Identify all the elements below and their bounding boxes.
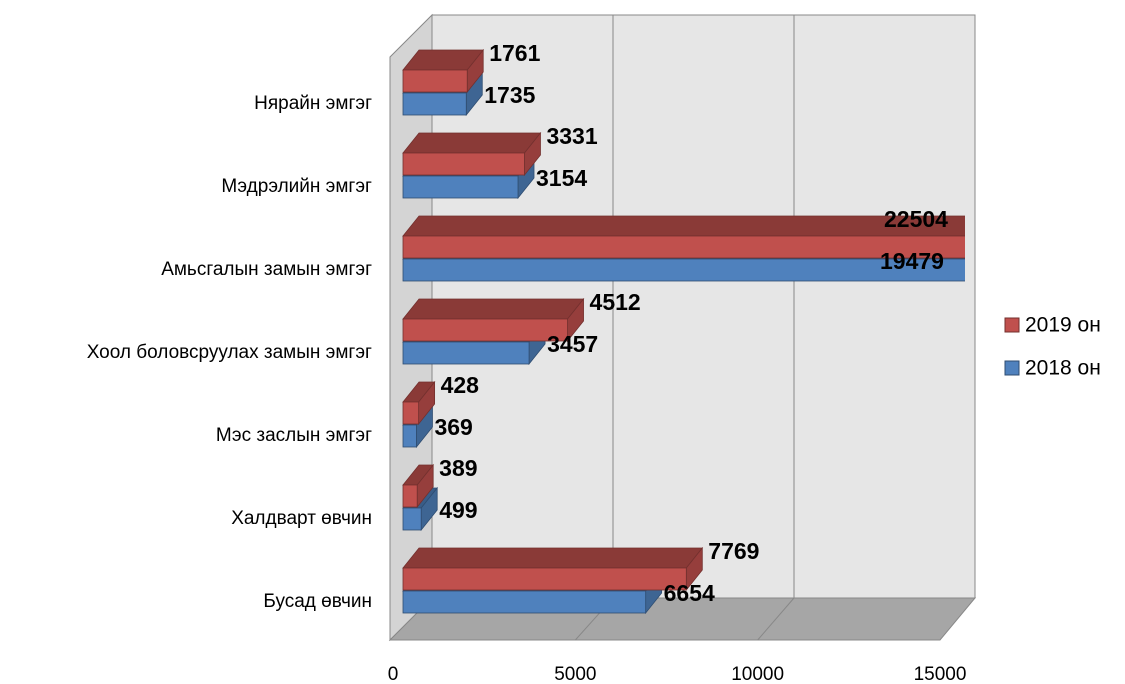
bar bbox=[402, 258, 965, 282]
bar bbox=[402, 401, 420, 425]
category-label: Мэдрэлийн эмгэг bbox=[221, 176, 372, 197]
bar-top bbox=[402, 547, 704, 569]
x-tick-label: 15000 bbox=[914, 664, 967, 684]
bar bbox=[402, 484, 418, 508]
data-label: 7769 bbox=[708, 538, 759, 564]
bar-top bbox=[402, 215, 965, 237]
data-label: 3331 bbox=[546, 123, 597, 149]
legend-label: 2019 он bbox=[1025, 314, 1101, 337]
x-tick-label: 5000 bbox=[554, 664, 596, 684]
bar bbox=[402, 424, 417, 448]
x-tick-label: 10000 bbox=[731, 664, 784, 684]
category-label: Хоол боловсруулах замын эмгэг bbox=[87, 342, 372, 363]
data-label: 428 bbox=[441, 372, 480, 398]
bar bbox=[402, 590, 647, 614]
data-label: 3457 bbox=[547, 331, 598, 357]
data-label: 389 bbox=[439, 455, 477, 481]
bar-top bbox=[402, 298, 585, 320]
grid-line bbox=[757, 597, 795, 641]
bar bbox=[402, 341, 530, 365]
data-label: 1735 bbox=[484, 82, 535, 108]
data-label: 19479 bbox=[880, 248, 944, 274]
bar bbox=[402, 567, 687, 591]
x-tick-label: 0 bbox=[388, 664, 399, 684]
bar bbox=[402, 92, 467, 116]
category-label: Мэс заслын эмгэг bbox=[216, 425, 372, 446]
data-label: 369 bbox=[434, 414, 472, 440]
bar bbox=[402, 318, 568, 342]
legend-label: 2018 он bbox=[1025, 357, 1101, 380]
legend-swatch bbox=[1004, 317, 1020, 333]
data-label: 22504 bbox=[884, 206, 948, 232]
category-label: Халдварт өвчин bbox=[231, 508, 372, 529]
category-label: Нярайн эмгэг bbox=[254, 93, 372, 114]
bar-top bbox=[402, 132, 542, 154]
bar bbox=[402, 152, 525, 176]
bar-side bbox=[1113, 239, 1125, 281]
legend-swatch bbox=[1004, 360, 1020, 376]
data-label: 4512 bbox=[590, 289, 641, 315]
bar bbox=[402, 175, 519, 199]
data-label: 499 bbox=[439, 497, 477, 523]
category-label: Амьсгалын замын эмгэг bbox=[161, 259, 372, 280]
bar bbox=[402, 235, 965, 259]
category-label: Бусад өвчин bbox=[263, 591, 372, 612]
data-label: 6654 bbox=[664, 580, 715, 606]
data-label: 1761 bbox=[489, 40, 540, 66]
data-label: 3154 bbox=[536, 165, 587, 191]
bar bbox=[402, 507, 422, 531]
bar bbox=[402, 69, 468, 93]
